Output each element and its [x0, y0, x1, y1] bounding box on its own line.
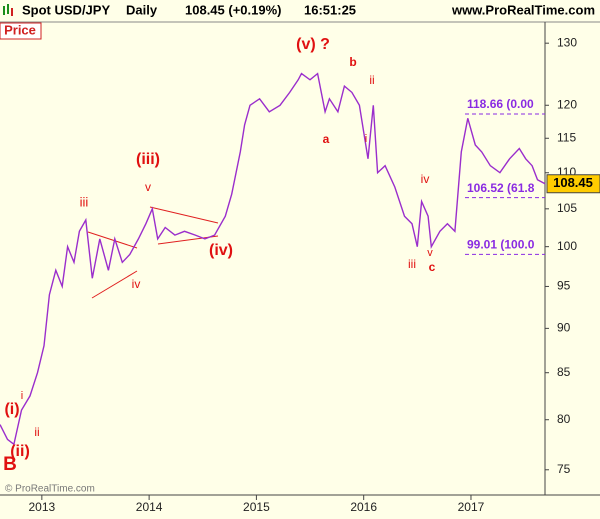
- fib-label: 106.52 (61.8: [467, 181, 535, 195]
- watermark: © ProRealTime.com: [5, 484, 95, 495]
- last-price-box: [546, 174, 600, 194]
- fib-label: 99.01 (100.0: [467, 238, 535, 252]
- wave-label: (iii): [136, 151, 160, 168]
- wave-label: ii: [34, 425, 39, 439]
- time: 16:51:25: [304, 2, 356, 17]
- last-price-label: 108.45: [553, 175, 593, 190]
- x-tick-label: 2013: [28, 500, 55, 514]
- y-tick-label: 100: [557, 239, 577, 253]
- x-tick-label: 2014: [136, 500, 163, 514]
- price-line: [0, 72, 546, 446]
- wave-label: b: [349, 55, 356, 69]
- wave-label: ii: [369, 73, 374, 87]
- x-tick-label: 2017: [458, 500, 485, 514]
- y-tick-label: 80: [557, 412, 571, 426]
- wave-label: i: [21, 390, 23, 402]
- x-tick-label: 2016: [350, 500, 377, 514]
- wave-label: v: [427, 247, 433, 259]
- y-tick-label: 95: [557, 279, 571, 293]
- site: www.ProRealTime.com: [451, 2, 595, 17]
- panel-label-box: [0, 22, 42, 40]
- panel-label: Price: [4, 22, 36, 37]
- wave-label: (iv): [209, 242, 233, 259]
- wave-label: iv: [132, 277, 141, 291]
- wave-label: B: [3, 454, 17, 475]
- wave-label: v: [145, 180, 151, 194]
- y-tick-label: 120: [557, 97, 577, 111]
- y-tick-label: 105: [557, 201, 577, 215]
- wave-label: a: [323, 132, 330, 146]
- y-tick-label: 85: [557, 365, 571, 379]
- wave-label: iv: [421, 172, 430, 186]
- header-icon: [3, 4, 13, 16]
- wave-label: i: [365, 133, 367, 145]
- fib-label: 118.66 (0.00: [467, 97, 534, 111]
- header-bar: [0, 0, 600, 22]
- triangle-lines: [87, 206, 219, 299]
- wave-label: (i): [4, 401, 19, 418]
- x-tick-label: 2015: [243, 500, 270, 514]
- y-tick-label: 130: [557, 35, 577, 49]
- quote: 108.45 (+0.19%): [185, 2, 281, 17]
- y-tick-label: 90: [557, 321, 571, 335]
- period: Daily: [126, 2, 158, 17]
- wave-label: c: [429, 260, 436, 274]
- instrument: Spot USD/JPY: [22, 2, 110, 17]
- wave-label: iii: [80, 194, 89, 209]
- wave-label: iii: [408, 257, 416, 271]
- wave-label: (v) ?: [296, 36, 330, 53]
- y-tick-label: 115: [557, 130, 576, 144]
- wave-label: (ii): [10, 443, 30, 460]
- y-tick-label: 75: [557, 462, 571, 476]
